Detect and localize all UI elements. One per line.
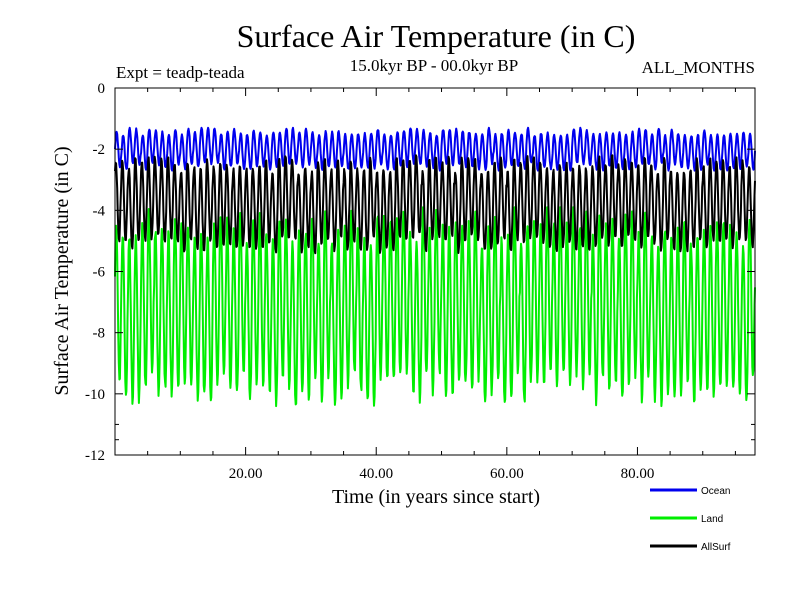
- y-tick-label: -2: [93, 142, 106, 158]
- x-tick-label: 60.00: [490, 466, 524, 482]
- series-line-allsurf: [114, 154, 756, 255]
- period-label: ALL_MONTHS: [642, 58, 755, 77]
- chart-title: Surface Air Temperature (in C): [237, 18, 636, 54]
- y-tick-label: -4: [93, 203, 106, 219]
- y-tick-label: -12: [85, 448, 105, 464]
- legend: Ocean Land AllSurf: [650, 486, 731, 553]
- y-tick-label: 0: [98, 81, 106, 97]
- x-tick-label: 20.00: [229, 466, 263, 482]
- series-line-ocean: [114, 126, 756, 172]
- y-axis-title: Surface Air Temperature (in C): [51, 146, 73, 395]
- y-tick-label: -6: [93, 265, 106, 281]
- experiment-label: Expt = teadp-teada: [116, 63, 245, 82]
- x-tick-label: 80.00: [621, 466, 655, 482]
- x-tick-label: 40.00: [359, 466, 393, 482]
- ticks-layer: 0 -2 -4 -6 -8 -10 -12 20.00 40.00 60.00 80.00: [85, 81, 755, 482]
- legend-label-allsurf: AllSurf: [701, 542, 731, 553]
- legend-label-ocean: Ocean: [701, 486, 730, 497]
- series-layer: [114, 126, 756, 408]
- y-tick-label: -8: [93, 326, 106, 342]
- legend-label-land: Land: [701, 514, 723, 525]
- chart-subtitle: 15.0kyr BP - 00.0kyr BP: [350, 56, 518, 75]
- series-line-land: [114, 206, 756, 408]
- x-axis-title: Time (in years since start): [332, 486, 540, 508]
- y-tick-label: -10: [85, 387, 105, 403]
